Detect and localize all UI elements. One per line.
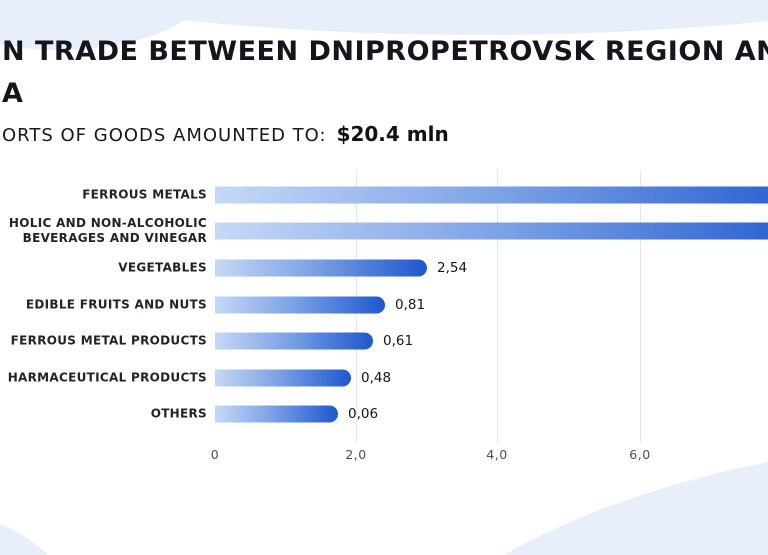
category-label: OTHERS [150,406,207,421]
chart-row-ferrous-metals: FERROUS METALS [0,177,768,213]
bar-value: 0,61 [383,333,414,349]
gridline-4 [497,170,498,442]
subtitle-text: ORTS OF GOODS AMOUNTED TO: [2,125,327,146]
category-label: EDIBLE FRUITS AND NUTS [25,297,207,312]
chart-row-ferrous-metal-products: FERROUS METAL PRODUCTS 0,61 [0,323,768,359]
bar-value: 0,81 [395,297,426,313]
category-label: VEGETABLES [118,260,207,275]
title-line-1: N TRADE BETWEEN DNIPROPETROVSK REGION AN… [2,36,768,67]
subtitle: ORTS OF GOODS AMOUNTED TO: $20.4 mln [2,122,449,146]
bar [215,186,768,204]
title-line-2: A [2,78,24,109]
bar [215,369,351,387]
gridline-6 [640,170,641,442]
x-tick-label-0: 0 [210,447,220,462]
bar [215,222,768,240]
bar-value: 0,48 [361,370,392,386]
background-blob-bottom-right [300,440,768,555]
x-tick-label-2: 2,0 [345,447,367,462]
bar [215,259,427,277]
bar [215,405,338,423]
bar-value: 0,06 [348,406,379,422]
chart-row-edible-fruits: EDIBLE FRUITS AND NUTS 0,81 [0,287,768,323]
subtitle-value: $20.4 mln [336,122,449,146]
chart-row-beverages: HOLIC AND NON-ALCOHOLIC BEVERAGES AND VI… [0,213,768,249]
x-tick-label-4: 4,0 [486,447,508,462]
bar [215,332,373,350]
background-blob-bottom-left [0,515,90,555]
chart-row-others: OTHERS 0,06 [0,396,768,432]
category-label: HARMACEUTICAL PRODUCTS [7,370,207,385]
category-label: FERROUS METALS [82,187,207,202]
category-label: HOLIC AND NON-ALCOHOLIC BEVERAGES AND VI… [8,216,207,245]
bar [215,296,385,314]
x-tick-label-6: 6,0 [629,447,651,462]
chart-row-pharmaceutical-products: HARMACEUTICAL PRODUCTS 0,48 [0,360,768,396]
bar-value: 2,54 [437,260,468,276]
chart-row-vegetables: VEGETABLES 2,54 [0,250,768,286]
category-label: FERROUS METAL PRODUCTS [10,333,207,348]
